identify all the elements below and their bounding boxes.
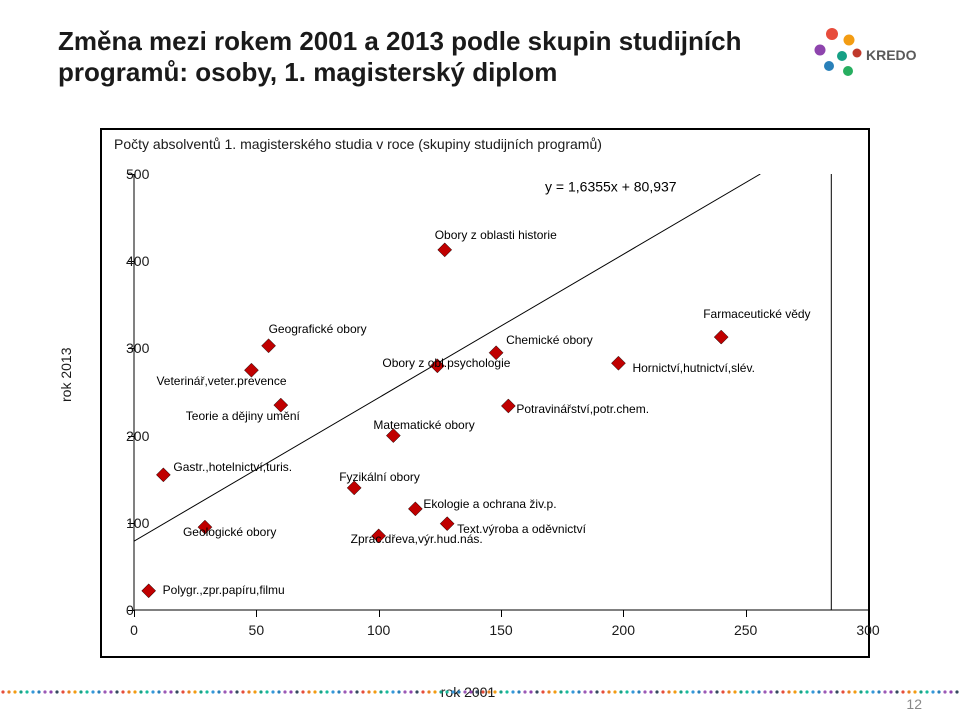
x-tick-label: 250 — [734, 622, 757, 638]
point-label: Teorie a dějiny umění — [186, 409, 300, 423]
point-label: Fyzikální obory — [339, 470, 420, 484]
svg-text:KREDO: KREDO — [866, 47, 917, 63]
x-tick-label: 300 — [856, 622, 879, 638]
point-label: Gastr.,hotelnictví,turis. — [173, 460, 292, 474]
point-label: Veterinář,veter.prevence — [156, 374, 286, 388]
point-label: Matematické obory — [373, 418, 474, 432]
x-tick-label: 100 — [367, 622, 390, 638]
x-tick-label: 0 — [130, 622, 138, 638]
point-label: Obory z oblasti historie — [435, 228, 557, 242]
point-label: Geologické obory — [183, 525, 276, 539]
svg-text:y = 1,6355x + 80,937: y = 1,6355x + 80,937 — [545, 178, 677, 194]
x-tick-label: 50 — [249, 622, 265, 638]
scatter-plot: y = 1,6355x + 80,937 — [102, 130, 868, 656]
point-label: Obory z obl.psychologie — [382, 356, 510, 370]
point-label: Ekologie a ochrana živ.p. — [423, 497, 556, 511]
footer-dots — [0, 682, 960, 688]
point-label: Farmaceutické vědy — [703, 307, 810, 321]
x-tick-label: 150 — [489, 622, 512, 638]
point-label: Potravinářství,potr.chem. — [516, 402, 649, 416]
y-axis-label: rok 2013 — [58, 348, 74, 402]
x-tick-label: 200 — [612, 622, 635, 638]
point-label: Chemické obory — [506, 333, 593, 347]
chart-container: Počty absolventů 1. magisterského studia… — [100, 128, 870, 658]
point-label: Hornictví,hutnictví,slév. — [632, 361, 754, 375]
point-label: Geografické obory — [269, 322, 367, 336]
logo: KREDO — [808, 26, 918, 81]
point-label: Text.výroba a oděvnictví — [457, 522, 586, 536]
point-label: Polygr.,zpr.papíru,filmu — [163, 583, 285, 597]
slide-title: Změna mezi rokem 2001 a 2013 podle skupi… — [58, 26, 798, 87]
page-number: 12 — [906, 696, 922, 712]
